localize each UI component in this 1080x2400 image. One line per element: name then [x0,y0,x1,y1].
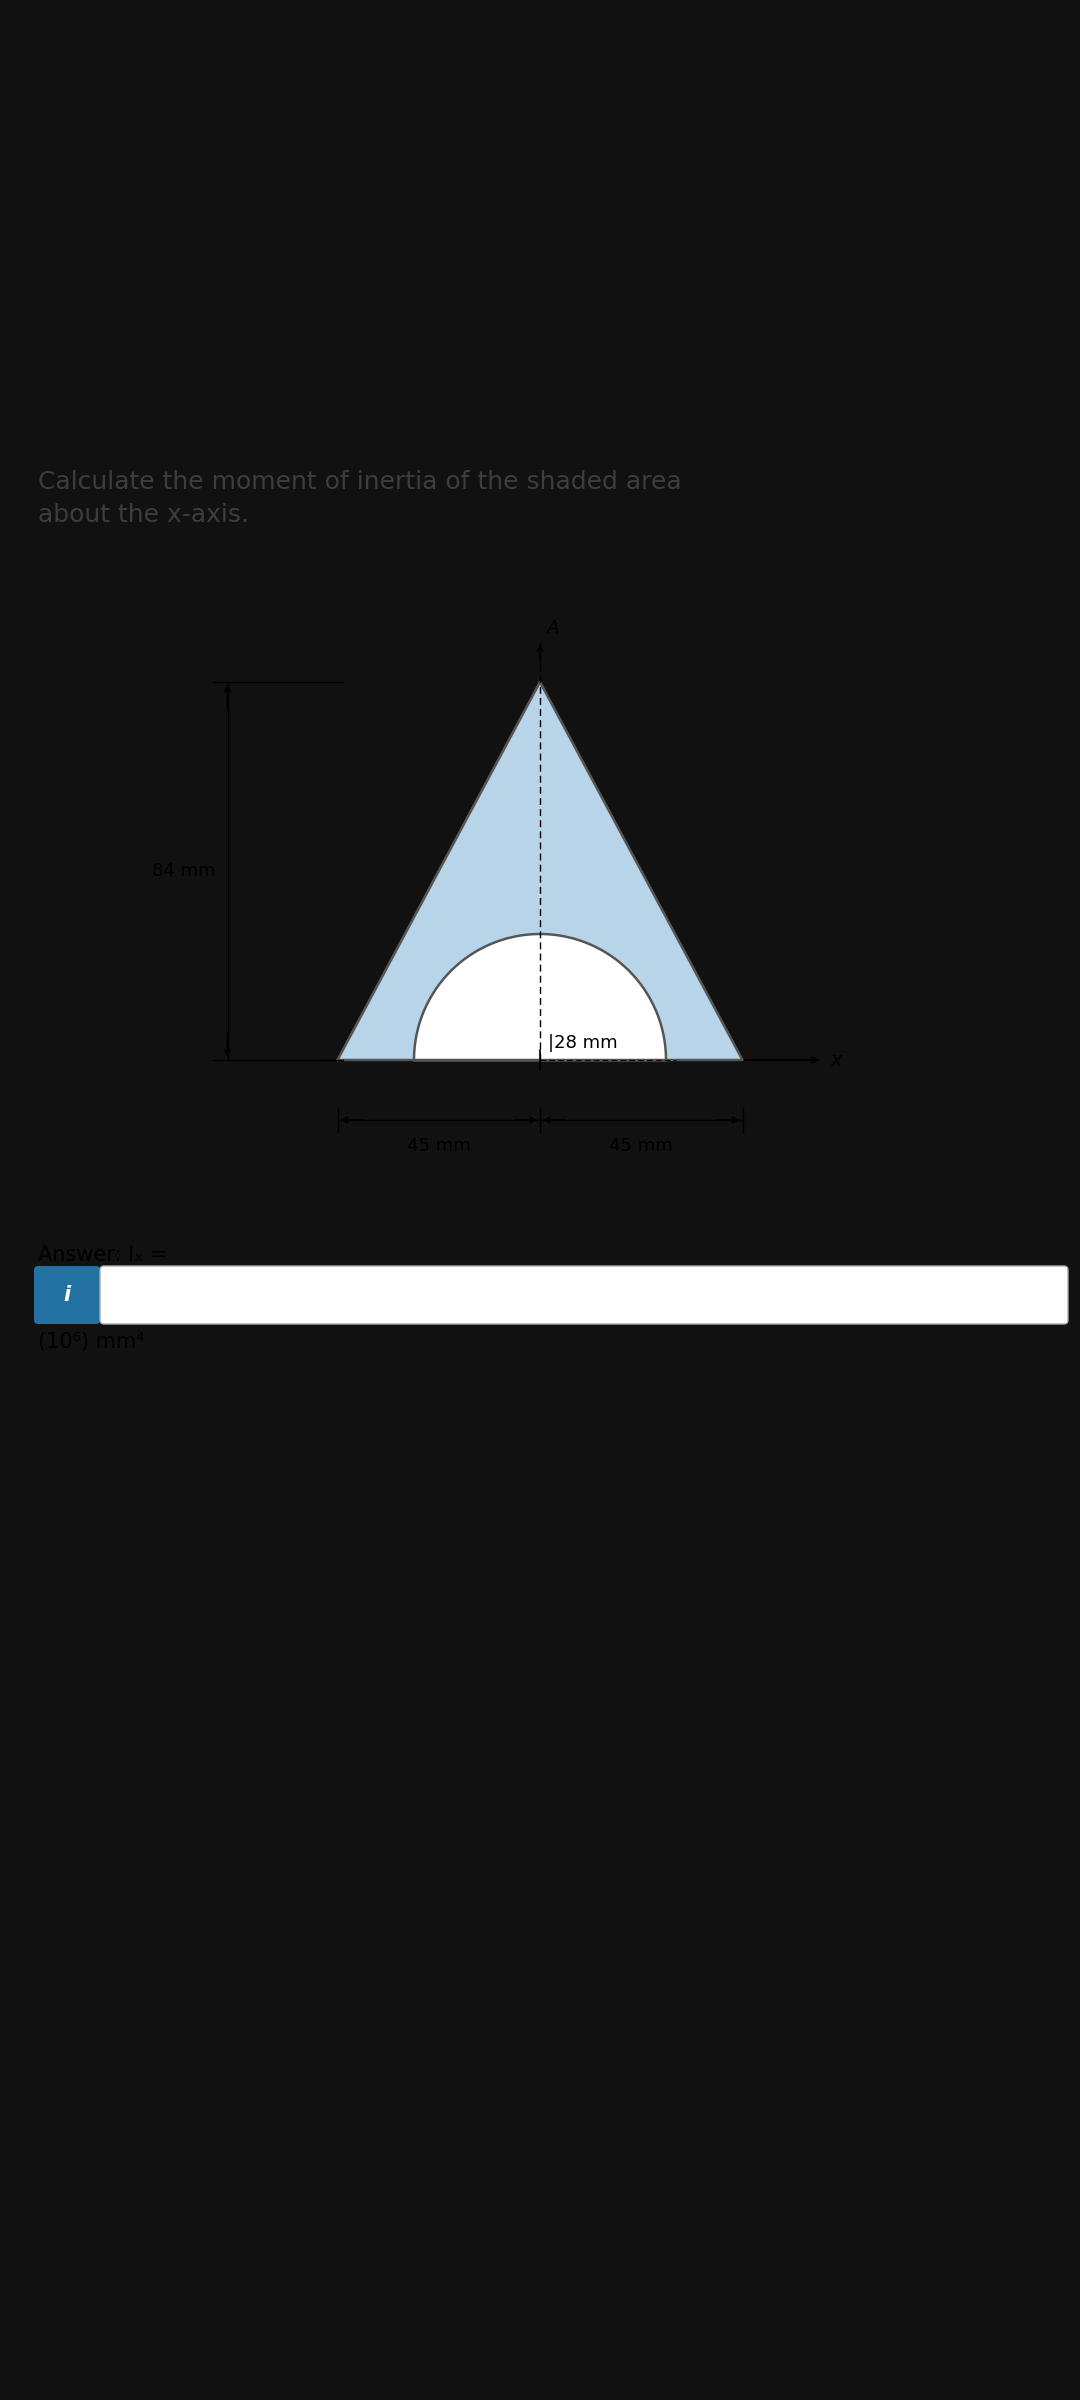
Polygon shape [414,934,666,1061]
Polygon shape [337,682,743,1061]
Text: Answer: Iₓ =: Answer: Iₓ = [38,1246,167,1265]
Text: $x$: $x$ [831,1051,845,1070]
Text: 45 mm: 45 mm [407,1138,471,1154]
Text: 45 mm: 45 mm [609,1138,673,1154]
FancyBboxPatch shape [100,1267,1068,1325]
Text: (10⁶) mm⁴: (10⁶) mm⁴ [38,1332,145,1351]
Text: 84 mm: 84 mm [152,862,216,881]
Text: i: i [64,1284,70,1306]
Text: Calculate the moment of inertia of the shaded area
about the x-axis.: Calculate the moment of inertia of the s… [38,470,681,528]
Text: |28 mm: |28 mm [548,1034,618,1051]
FancyBboxPatch shape [33,1267,100,1325]
Text: $A$: $A$ [546,619,561,636]
